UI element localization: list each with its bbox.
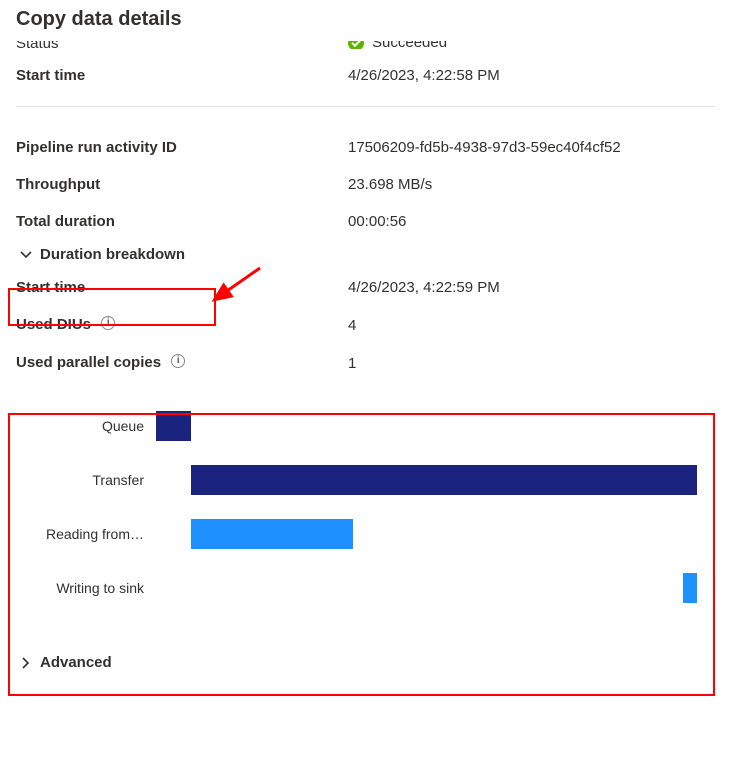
used-dius-label: Used DIUs i [16, 316, 348, 334]
chart-bar [683, 573, 697, 603]
used-dius-value: 4 [348, 317, 715, 334]
chart-track [156, 411, 697, 441]
chart-track [156, 465, 697, 495]
page-title: Copy data details [16, 8, 715, 31]
chart-label: Reading from… [16, 526, 156, 542]
chart-row: Queue [16, 406, 697, 446]
start-time-value: 4/26/2023, 4:22:58 PM [348, 67, 715, 84]
throughput-value: 23.698 MB/s [348, 176, 715, 193]
used-parallel-value: 1 [348, 355, 715, 372]
advanced-toggle[interactable]: Advanced [16, 648, 122, 677]
chart-bar [156, 411, 191, 441]
chart-track [156, 519, 697, 549]
pipeline-id-value: 17506209-fd5b-4938-97d3-59ec40f4cf52 [348, 139, 715, 156]
duration-chart: Queue Transfer Reading from… Writing to sin… [16, 406, 715, 608]
chart-label: Writing to sink [16, 580, 156, 596]
chart-bar [191, 465, 697, 495]
chart-label: Transfer [16, 472, 156, 488]
info-icon[interactable]: i [101, 316, 115, 330]
chart-bar [191, 519, 353, 549]
info-icon[interactable]: i [171, 354, 185, 368]
throughput-label: Throughput [16, 176, 348, 193]
chart-row: Writing to sink [16, 568, 697, 608]
advanced-label: Advanced [40, 654, 112, 671]
total-duration-label: Total duration [16, 213, 348, 230]
status-label: Status [16, 41, 348, 57]
chevron-down-icon [20, 249, 32, 261]
pipeline-id-label: Pipeline run activity ID [16, 139, 348, 156]
success-icon [348, 41, 364, 49]
used-parallel-label: Used parallel copies i [16, 354, 348, 372]
chart-track [156, 573, 697, 603]
breakdown-start-time-value: 4/26/2023, 4:22:59 PM [348, 279, 715, 296]
chart-label: Queue [16, 418, 156, 434]
chevron-right-icon [20, 657, 32, 669]
total-duration-value: 00:00:56 [348, 213, 715, 230]
chart-row: Reading from… [16, 514, 697, 554]
chart-row: Transfer [16, 460, 697, 500]
duration-breakdown-label: Duration breakdown [40, 246, 185, 263]
start-time-label: Start time [16, 67, 348, 84]
divider [16, 106, 715, 107]
status-value: Succeeded [348, 43, 715, 55]
breakdown-start-time-label: Start time [16, 279, 348, 296]
duration-breakdown-toggle[interactable]: Duration breakdown [16, 240, 195, 269]
